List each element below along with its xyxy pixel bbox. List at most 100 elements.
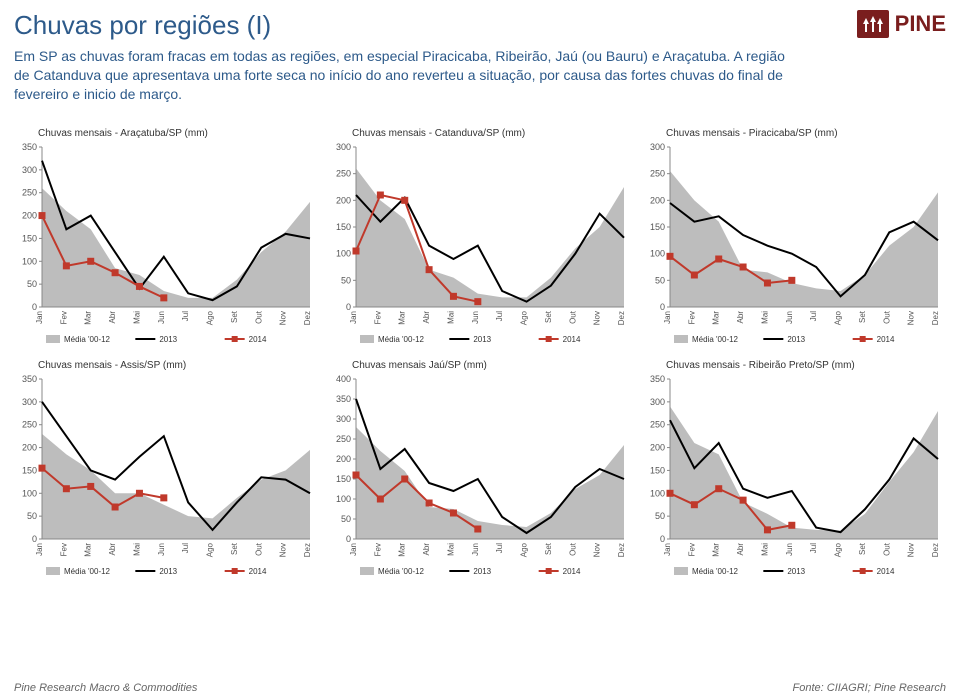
svg-text:Jan: Jan (663, 311, 672, 324)
svg-text:Mai: Mai (760, 310, 769, 323)
svg-text:Média '00-12: Média '00-12 (64, 335, 111, 344)
svg-text:Jun: Jun (785, 311, 794, 324)
svg-text:Out: Out (882, 310, 891, 324)
marker-2014 (764, 526, 771, 533)
logo: PINE (857, 10, 946, 38)
svg-text:Abr: Abr (422, 542, 431, 555)
svg-text:Out: Out (568, 310, 577, 324)
svg-text:Fev: Fev (687, 311, 696, 324)
svg-text:150: 150 (336, 474, 351, 484)
svg-text:0: 0 (32, 534, 37, 544)
svg-text:2014: 2014 (249, 567, 267, 576)
media-area (42, 188, 310, 307)
svg-text:Out: Out (882, 542, 891, 556)
media-area (356, 168, 624, 307)
svg-text:Fev: Fev (687, 543, 696, 556)
chart-svg: 050100150200250300JanFevMarAbrMaiJunJulA… (642, 141, 946, 351)
marker-2014 (788, 277, 795, 284)
svg-text:400: 400 (336, 374, 351, 384)
marker-2014 (353, 247, 360, 254)
svg-text:Jul: Jul (181, 542, 190, 552)
media-area (356, 427, 624, 539)
chart-svg: 050100150200250300350JanFevMarAbrMaiJunJ… (14, 373, 318, 583)
svg-text:200: 200 (650, 442, 665, 452)
svg-text:Jun: Jun (157, 543, 166, 556)
marker-2014 (377, 191, 384, 198)
marker-2014 (136, 283, 143, 290)
marker-2014 (39, 464, 46, 471)
svg-text:0: 0 (32, 302, 37, 312)
svg-text:Nov: Nov (279, 543, 288, 557)
svg-text:2013: 2013 (787, 335, 805, 344)
svg-text:2014: 2014 (563, 567, 581, 576)
svg-text:Nov: Nov (593, 543, 602, 557)
chart-svg: 050100150200250300350JanFevMarAbrMaiJunJ… (14, 141, 318, 351)
svg-text:Mar: Mar (712, 310, 721, 324)
svg-text:0: 0 (346, 302, 351, 312)
footer: Pine Research Macro & Commodities Fonte:… (0, 678, 960, 698)
svg-text:Dez: Dez (931, 543, 940, 557)
svg-text:50: 50 (341, 275, 351, 285)
marker-2014 (426, 266, 433, 273)
svg-text:Fev: Fev (373, 311, 382, 324)
marker-2014 (450, 509, 457, 516)
svg-text:Jan: Jan (349, 543, 358, 556)
chart-title: Chuvas mensais - Ribeirão Preto/SP (mm) (642, 360, 946, 371)
svg-text:150: 150 (336, 222, 351, 232)
svg-text:50: 50 (655, 275, 665, 285)
svg-text:Jul: Jul (809, 310, 818, 320)
svg-text:2013: 2013 (473, 335, 491, 344)
svg-text:Nov: Nov (279, 311, 288, 325)
marker-2014 (136, 489, 143, 496)
title-block: Chuvas por regiões (I) Em SP as chuvas f… (14, 10, 794, 104)
chart-svg: 050100150200250300350400JanFevMarAbrMaiJ… (328, 373, 632, 583)
svg-text:150: 150 (22, 465, 37, 475)
svg-text:Mar: Mar (398, 310, 407, 324)
marker-2014 (401, 197, 408, 204)
svg-text:Abr: Abr (736, 310, 745, 323)
svg-text:100: 100 (650, 248, 665, 258)
svg-text:Jul: Jul (495, 310, 504, 320)
chart: Chuvas mensais - Araçatuba/SP (mm)050100… (14, 128, 318, 356)
svg-text:0: 0 (346, 534, 351, 544)
footer-right: Fonte: CIIAGRI; Pine Research (793, 682, 946, 694)
svg-text:300: 300 (650, 397, 665, 407)
marker-2014 (667, 489, 674, 496)
svg-text:100: 100 (22, 256, 37, 266)
svg-text:300: 300 (22, 397, 37, 407)
svg-text:Set: Set (230, 542, 239, 555)
chart: Chuvas mensais - Assis/SP (mm)0501001502… (14, 360, 318, 588)
svg-text:2014: 2014 (877, 335, 895, 344)
charts-grid: Chuvas mensais - Araçatuba/SP (mm)050100… (0, 110, 960, 596)
svg-text:2013: 2013 (787, 567, 805, 576)
svg-text:Abr: Abr (422, 310, 431, 323)
svg-text:Jan: Jan (349, 311, 358, 324)
marker-2014 (112, 503, 119, 510)
chart-title: Chuvas mensais - Assis/SP (mm) (14, 360, 318, 371)
svg-text:Jun: Jun (157, 311, 166, 324)
chart: Chuvas mensais - Piracicaba/SP (mm)05010… (642, 128, 946, 356)
svg-text:Out: Out (568, 542, 577, 556)
svg-text:Set: Set (858, 542, 867, 555)
svg-text:Ago: Ago (520, 310, 529, 325)
svg-text:200: 200 (336, 195, 351, 205)
marker-2014 (715, 485, 722, 492)
svg-text:2014: 2014 (877, 567, 895, 576)
svg-text:Média '00-12: Média '00-12 (64, 567, 111, 576)
marker-2014 (87, 483, 94, 490)
svg-text:Média '00-12: Média '00-12 (378, 335, 425, 344)
svg-text:Nov: Nov (593, 311, 602, 325)
media-area (670, 171, 938, 307)
svg-text:250: 250 (650, 419, 665, 429)
chart-title: Chuvas mensais - Catanduva/SP (mm) (328, 128, 632, 139)
svg-text:Média '00-12: Média '00-12 (692, 335, 739, 344)
pine-logo-icon (857, 10, 889, 38)
svg-text:Dez: Dez (617, 311, 626, 325)
svg-text:200: 200 (22, 442, 37, 452)
logo-text: PINE (895, 11, 946, 37)
marker-2014 (160, 494, 167, 501)
svg-text:250: 250 (336, 434, 351, 444)
svg-text:Dez: Dez (303, 311, 312, 325)
svg-text:150: 150 (22, 233, 37, 243)
svg-text:150: 150 (650, 465, 665, 475)
